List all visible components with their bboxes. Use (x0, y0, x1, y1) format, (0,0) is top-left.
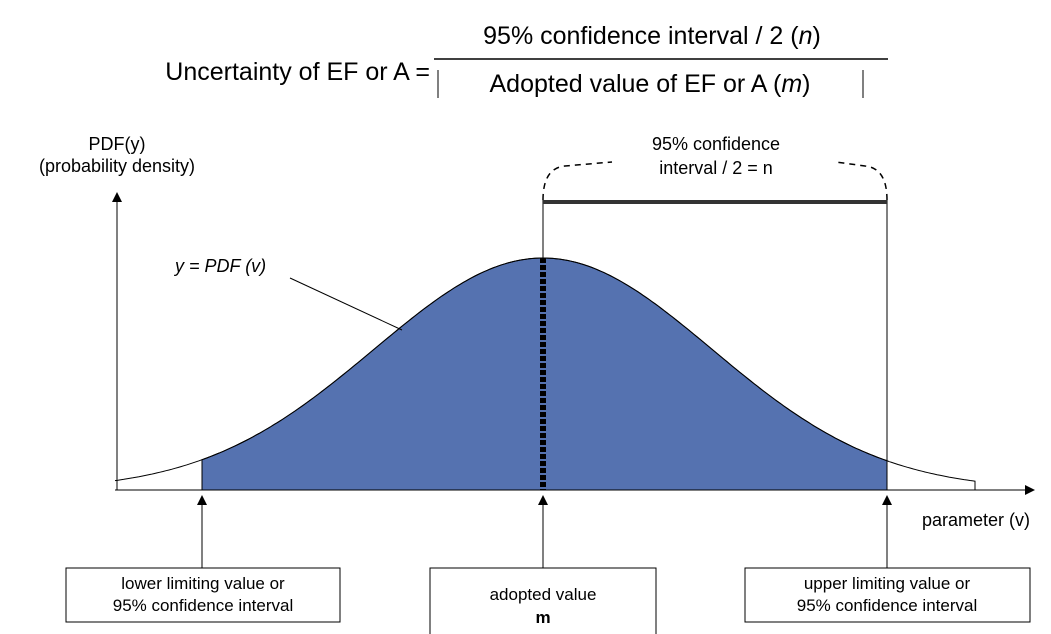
box-text: lower limiting value or (121, 574, 285, 593)
box-text: adopted value (490, 585, 597, 604)
interval-label: 95% confidence (652, 134, 780, 154)
denominator-var: m (781, 70, 802, 98)
formula-denominator: Adopted value of EF or A (m) (489, 70, 810, 98)
brace (542, 161, 613, 201)
interval-label: interval / 2 = n (659, 158, 773, 178)
box-text: 95% confidence interval (113, 596, 294, 615)
curve-label: y = PDF (v) (173, 256, 266, 276)
denominator-text: Adopted value of EF or A ( (489, 70, 782, 98)
denominator-close: ) (802, 70, 810, 98)
callout-line (289, 277, 403, 331)
box-adopted (429, 567, 657, 634)
pdf-curve (114, 257, 976, 490)
box-text: upper limiting value or (804, 574, 971, 593)
formula-lhs: Uncertainty of EF or A = (165, 58, 430, 86)
brace (835, 161, 888, 201)
box-text: m (535, 608, 550, 627)
box-text: 95% confidence interval (797, 596, 978, 615)
box-lower (65, 567, 341, 623)
formula-numerator: 95% confidence interval / 2 (n) (483, 22, 821, 50)
numerator-text: 95% confidence interval / 2 ( (483, 22, 799, 50)
box-upper (744, 567, 1031, 623)
y-axis-label: (probability density) (39, 156, 195, 176)
numerator-close: ) (813, 22, 821, 50)
y-axis-label: PDF(y) (89, 134, 146, 154)
x-axis-label: parameter (v) (922, 510, 1030, 530)
numerator-var: n (799, 22, 813, 50)
curve-group (114, 200, 976, 491)
